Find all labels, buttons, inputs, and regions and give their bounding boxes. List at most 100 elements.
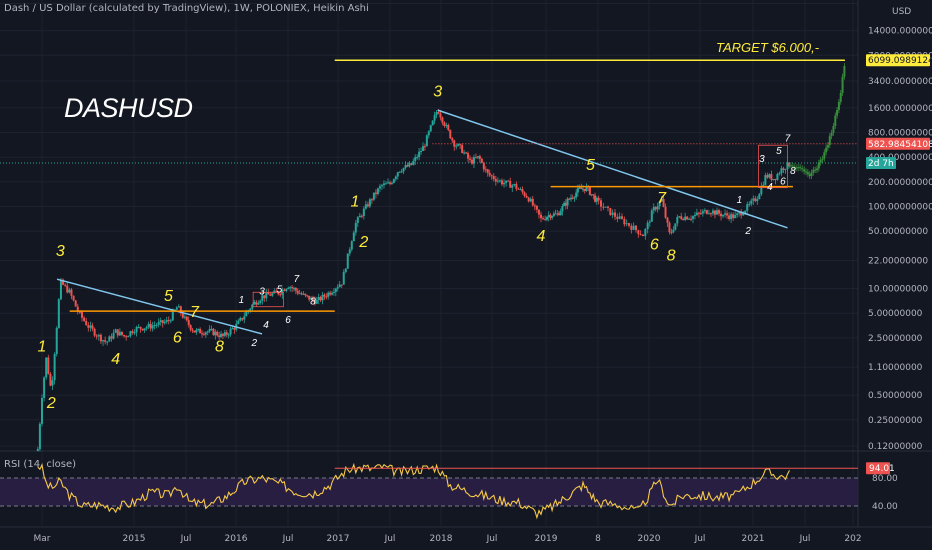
candle-body [231,328,234,330]
candle-body [183,316,186,318]
candle-body [358,215,361,218]
candle-body [298,293,301,295]
candle-body [425,135,428,147]
candle-body [253,301,256,305]
wave-label-white-5: 5 [776,146,782,157]
candle-body [578,187,581,189]
candle-body [746,204,749,211]
candle-body [646,222,649,230]
candle-body [545,217,548,220]
time-tick-label: 2015 [123,534,146,544]
candle-body [592,194,595,196]
candle-body [637,230,640,235]
projection-candle [839,92,842,102]
candle-body [91,325,94,329]
candle-body [41,397,43,424]
candle-body [784,168,787,170]
candle-body [141,328,144,331]
candle-body [269,294,272,296]
candle-body [251,304,254,309]
wave-label-yellow-4: 4 [537,228,546,245]
candle-body [106,341,109,343]
candle-body [87,325,90,328]
candle-body [693,214,696,217]
candle-body [57,299,60,328]
candle-body [517,188,520,190]
candle-body [713,210,716,215]
candle-body [352,232,355,242]
candle-body [558,213,560,216]
time-tick-label: Jul [694,534,706,544]
candle-body [744,210,747,214]
candle-body [374,192,377,194]
candle-body [171,311,174,321]
time-tick-label: 202 [844,534,861,544]
candle-body [488,172,491,176]
candle-body [139,326,142,329]
candle-body [600,200,602,207]
time-tick-label: 2020 [638,534,661,544]
wave-label-white-1: 1 [737,195,743,206]
candle-body [97,334,100,337]
candle-body [511,185,514,188]
candle-body [736,213,739,216]
candle-body [304,293,307,296]
candle-body [214,331,217,336]
candle-body [750,200,753,204]
candle-body [294,288,297,291]
candle-body [556,213,559,215]
candle-body [563,202,566,206]
candle-body [279,294,282,296]
projection-candle [823,152,826,159]
candle-body [275,290,278,292]
candle-body [734,215,737,219]
candle-body [390,182,393,184]
candle-body [155,324,158,326]
candle-body [408,163,411,167]
candle-body [459,144,462,146]
candle-body [204,332,207,335]
time-tick-label: Jul [486,534,498,544]
candle-body [285,288,288,291]
candle-body [656,206,659,210]
price-tick-label: 2.50000000 [868,334,923,344]
candle-body [535,205,538,210]
projection-candle [808,174,811,177]
candle-body [43,377,46,398]
candle-body [197,328,200,330]
candle-body [566,198,569,206]
candle-body [143,328,146,331]
projection-candle [806,172,809,175]
candle-body [776,174,779,180]
wave-label-yellow-1: 1 [38,339,47,356]
projection-candle [843,65,846,77]
candle-body [210,328,213,330]
candle-body [120,331,123,336]
candle-body [416,157,419,159]
price-tick-label: 0.12000000 [868,442,923,452]
candle-body [47,357,50,374]
price-tick-label: 100.00000000 [868,203,932,213]
candle-body [412,160,415,165]
candle-body [439,113,442,118]
candle-body [465,152,468,154]
candle-body [632,225,635,230]
candle-body [715,210,718,215]
candle-body [338,284,341,288]
candle-body [300,293,303,295]
candle-body [350,241,353,250]
target-annotation: TARGET $6.000,- [716,40,820,55]
candle-body [674,223,677,230]
candle-body [505,180,508,183]
candle-body [519,189,522,191]
candle-body [372,192,375,200]
candle-body [89,325,92,328]
candle-body [206,331,209,333]
rsi-tick-label: 40.00 [872,502,898,512]
candle-body [123,335,126,337]
candle-body [243,316,246,320]
candle-body [726,213,729,216]
candle-body [193,330,196,333]
candle-body [670,232,673,234]
